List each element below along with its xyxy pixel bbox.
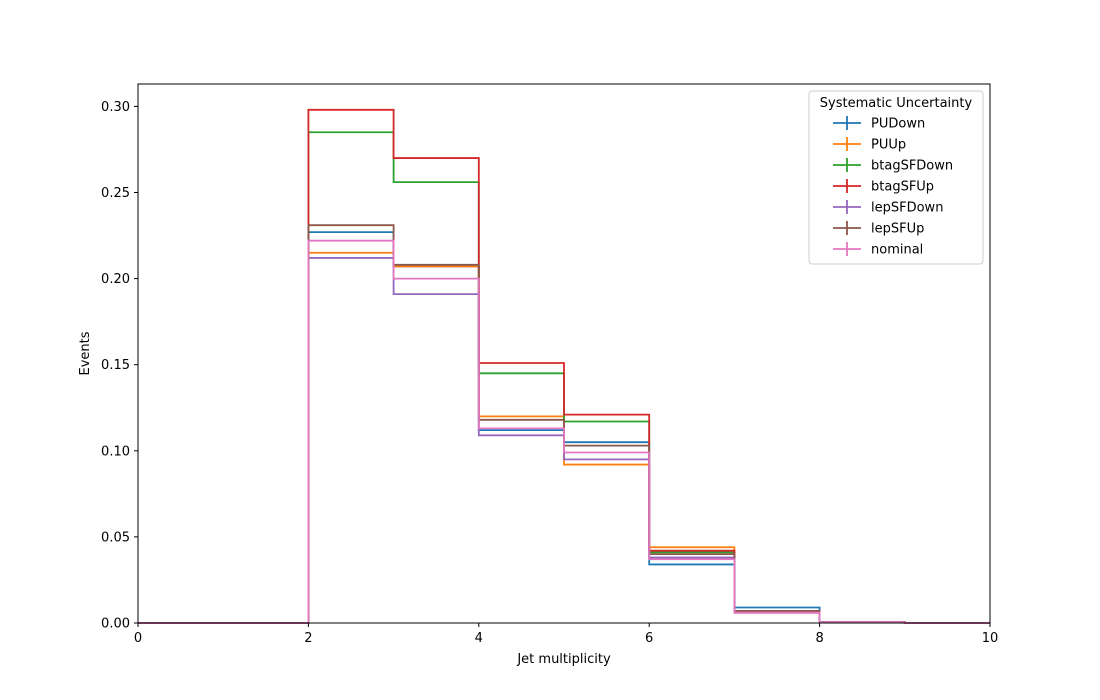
y-tick-label: 0.25 <box>101 186 130 201</box>
y-tick-label: 0.00 <box>101 617 130 632</box>
legend-label: lepSFUp <box>871 222 924 237</box>
legend-item-lepSFDown: lepSFDown <box>833 200 943 216</box>
legend-label: lepSFDown <box>871 201 943 216</box>
y-tick-label: 0.10 <box>101 444 130 459</box>
legend-item-lepSFUp: lepSFUp <box>833 221 924 237</box>
legend-item-nominal: nominal <box>833 242 923 258</box>
legend-label: btagSFUp <box>871 180 934 195</box>
y-tick-label: 0.05 <box>101 530 130 545</box>
y-tick-label: 0.15 <box>101 358 130 373</box>
x-tick-label: 2 <box>304 631 312 646</box>
x-axis: 0 2 4 6 8 10 <box>134 623 998 646</box>
legend-item-PUUp: PUUp <box>833 137 906 153</box>
x-tick-label: 8 <box>815 631 823 646</box>
series-nominal-step <box>138 239 990 624</box>
legend-label: nominal <box>871 243 923 258</box>
axes-frame <box>137 83 991 624</box>
x-tick-label: 4 <box>475 631 483 646</box>
legend-item-btagSFDown: btagSFDown <box>833 158 953 174</box>
legend-box <box>808 90 984 265</box>
y-axis-label: Events <box>78 331 93 375</box>
x-tick-label: 10 <box>982 631 999 646</box>
x-tick-label: 6 <box>645 631 653 646</box>
legend: Systematic Uncertainty PUDown PUUp btagSFD… <box>808 90 984 265</box>
plot-area <box>138 108 990 624</box>
x-tick-label: 0 <box>134 631 142 646</box>
legend-title: Systematic Uncertainty <box>820 96 973 111</box>
legend-label: PUDown <box>871 117 925 132</box>
x-axis-label: Jet multiplicity <box>516 652 611 667</box>
legend-item-PUDown: PUDown <box>833 116 925 132</box>
y-tick-label: 0.30 <box>101 100 130 115</box>
legend-items: PUDown PUUp btagSFDown btagSFUp lepSFDown lep… <box>833 116 953 258</box>
legend-label: btagSFDown <box>871 159 953 174</box>
y-axis: 0.00 0.05 0.10 0.15 0.20 0.25 0.30 <box>101 100 138 632</box>
y-tick-label: 0.20 <box>101 272 130 287</box>
legend-label: PUUp <box>871 138 906 153</box>
legend-item-btagSFUp: btagSFUp <box>833 179 934 195</box>
